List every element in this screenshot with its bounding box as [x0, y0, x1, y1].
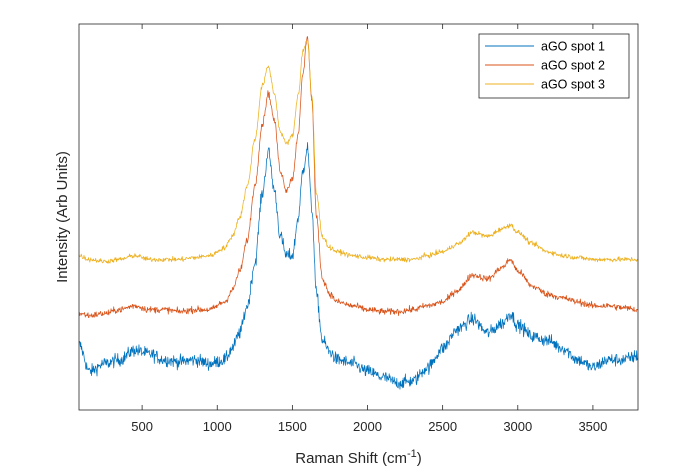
- x-tick-label: 500: [131, 419, 153, 434]
- series-layer: [78, 36, 639, 390]
- legend-label-2: aGO spot 2: [541, 59, 605, 73]
- plot-frame: [78, 23, 639, 411]
- x-tick-label: 1000: [203, 419, 232, 434]
- legend-label-1: aGO spot 1: [541, 40, 605, 54]
- y-axis-label: Intensity (Arb Units): [54, 151, 71, 283]
- legend-label-3: aGO spot 3: [541, 78, 605, 92]
- series-line-3: [78, 39, 639, 264]
- x-axis-label: Raman Shift (cm-1): [295, 448, 421, 467]
- series-line-2: [78, 36, 639, 319]
- x-tick-label: 2500: [428, 419, 457, 434]
- x-tick-layer: 500 1000 1500 2000 2500 3000 3500: [131, 24, 607, 434]
- legend: aGO spot 1 aGO spot 2 aGO spot 3: [478, 33, 630, 99]
- series-line-1: [78, 142, 639, 390]
- x-tick-label: 3000: [503, 419, 532, 434]
- x-tick-label: 3500: [578, 419, 607, 434]
- x-tick-label: 1500: [278, 419, 307, 434]
- x-tick-label: 2000: [353, 419, 382, 434]
- legend-box: [478, 33, 630, 99]
